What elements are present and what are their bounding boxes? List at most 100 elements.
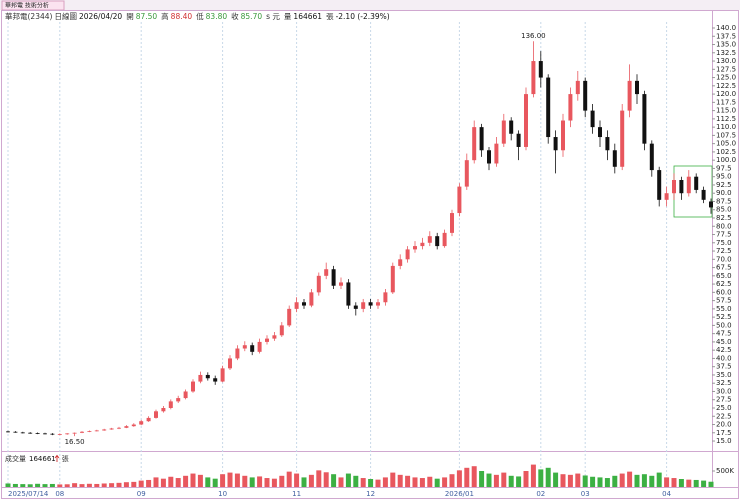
header-volume-label: 量	[284, 12, 292, 21]
volume-volume-value: 164661	[29, 455, 56, 463]
header-low-label: 低	[196, 11, 204, 21]
volume-bar	[708, 481, 714, 487]
volume-bar	[627, 471, 633, 487]
volume-bar	[86, 483, 92, 487]
y-tick-label: 25.0	[716, 404, 732, 412]
volume-bar	[427, 476, 433, 487]
candle-body	[265, 338, 269, 342]
tab-title[interactable]: 華邦電 技術分析	[5, 2, 49, 10]
y-tick-label: 120.0	[716, 90, 736, 98]
candle-body	[479, 127, 484, 151]
y-tick-label: 130.0	[716, 57, 736, 65]
candle-body	[494, 143, 499, 164]
candle-body	[20, 432, 25, 434]
y-tick-label: 97.5	[716, 164, 732, 172]
header-close-unit: s 元	[266, 12, 280, 21]
volume-bar	[456, 470, 462, 487]
volume-bar	[35, 483, 41, 487]
y-tick-label: 55.0	[716, 305, 732, 313]
volume-bar	[234, 473, 240, 487]
candle-body	[701, 189, 706, 200]
candle-body	[472, 127, 477, 161]
volume-bar	[42, 484, 48, 487]
y-tick-label: 50.0	[716, 321, 732, 329]
y-tick-label: 112.5	[716, 115, 736, 123]
candle-body	[346, 282, 351, 306]
volume-bar	[375, 479, 381, 487]
y-tick-label: 95.0	[716, 173, 732, 181]
volume-bar	[671, 478, 677, 487]
candle-body	[516, 133, 521, 147]
volume-bar	[678, 479, 684, 487]
candle-body	[287, 308, 292, 326]
candle-body	[405, 249, 410, 260]
candle-body	[531, 61, 536, 95]
y-tick-label: 52.5	[716, 313, 732, 321]
candle-body	[664, 193, 669, 200]
candle-body	[368, 302, 373, 306]
volume-bar	[79, 484, 85, 487]
volume-bar	[220, 474, 226, 487]
volume-bar	[101, 483, 107, 487]
volume-bar	[501, 472, 507, 487]
volume-bar	[27, 484, 33, 487]
y-tick-label: 125.0	[716, 74, 736, 82]
volume-bar	[560, 474, 566, 487]
y-tick-label: 137.5	[716, 32, 736, 40]
x-tick-label: 10	[218, 490, 227, 498]
candle-body	[250, 345, 255, 352]
header-volume: 164661	[293, 12, 322, 21]
candle-body	[605, 137, 610, 151]
volume-bar	[405, 475, 411, 487]
header-volume-unit: 張	[326, 12, 334, 21]
candle-body	[390, 265, 395, 293]
volume-bar	[72, 483, 78, 487]
candle-body	[553, 137, 558, 151]
candle-body	[168, 401, 173, 408]
y-tick-label: 87.5	[716, 197, 732, 205]
y-tick-label: 17.5	[716, 429, 732, 437]
candle-body	[94, 430, 99, 432]
candle-body	[43, 433, 47, 435]
volume-bar	[153, 477, 159, 487]
candle-body	[413, 246, 417, 250]
candle-body	[220, 368, 225, 382]
volume-bar	[286, 471, 292, 487]
header-high-label: 高	[161, 11, 169, 21]
x-tick-label: 04	[662, 490, 671, 498]
candle-body	[649, 143, 654, 171]
volume-bar	[530, 464, 536, 487]
volume-bar	[634, 474, 640, 487]
volume-bar	[390, 472, 396, 487]
header-open-label: 開	[126, 12, 134, 21]
volume-bar	[160, 478, 166, 487]
header-close: 85.70	[241, 12, 263, 21]
volume-bar	[701, 480, 707, 487]
volume-bar	[227, 472, 233, 487]
candle-body	[161, 407, 166, 412]
y-tick-label: 62.5	[716, 280, 732, 288]
volume-bar	[464, 467, 470, 487]
candle-body	[464, 160, 469, 187]
y-tick-label: 65.0	[716, 272, 732, 280]
y-tick-label: 20.0	[716, 421, 732, 429]
tab-bar	[0, 0, 740, 10]
candle-body	[50, 433, 55, 435]
candle-body	[694, 176, 699, 190]
y-tick-label: 42.5	[716, 346, 732, 354]
volume-bar	[597, 477, 603, 487]
candle-body	[538, 61, 543, 78]
volume-bar	[434, 478, 440, 487]
volume-bar	[57, 484, 63, 487]
volume-bar	[353, 475, 359, 487]
candle-body	[57, 434, 62, 435]
candle-body	[635, 80, 639, 95]
low-annotation: 16.50	[65, 438, 85, 446]
header: 華邦電(2344) 日線圖 2026/04/20 開 87.50 高 88.40 低 83.80…	[5, 11, 390, 21]
volume-bar	[553, 472, 559, 487]
candle-body	[324, 269, 329, 276]
candle-body	[561, 120, 565, 151]
header-open: 87.50	[136, 12, 158, 21]
y-tick-label: 117.5	[716, 98, 736, 106]
volume-bar	[331, 474, 337, 487]
